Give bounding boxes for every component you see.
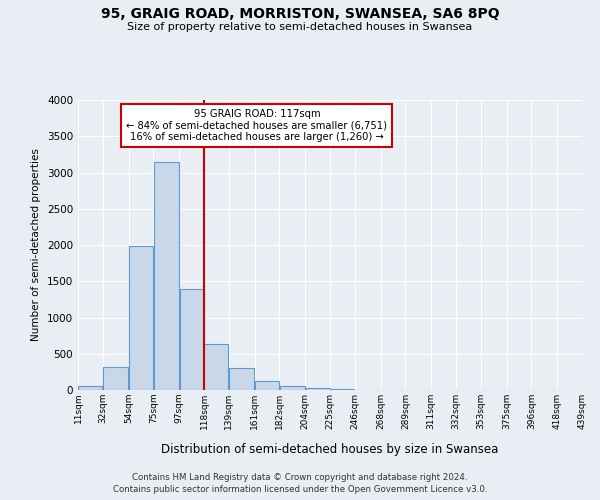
Bar <box>103 367 128 390</box>
Text: 95, GRAIG ROAD, MORRISTON, SWANSEA, SA6 8PQ: 95, GRAIG ROAD, MORRISTON, SWANSEA, SA6 … <box>101 8 499 22</box>
Bar <box>129 246 153 390</box>
Bar <box>280 386 305 390</box>
Text: Distribution of semi-detached houses by size in Swansea: Distribution of semi-detached houses by … <box>161 442 499 456</box>
Bar <box>204 344 229 390</box>
Y-axis label: Number of semi-detached properties: Number of semi-detached properties <box>31 148 41 342</box>
Bar <box>305 388 330 390</box>
Bar <box>255 380 279 390</box>
Text: Contains HM Land Registry data © Crown copyright and database right 2024.: Contains HM Land Registry data © Crown c… <box>132 472 468 482</box>
Bar <box>179 289 204 390</box>
Bar <box>154 162 179 390</box>
Bar <box>78 386 103 390</box>
Text: 95 GRAIG ROAD: 117sqm
← 84% of semi-detached houses are smaller (6,751)
16% of s: 95 GRAIG ROAD: 117sqm ← 84% of semi-deta… <box>127 108 388 142</box>
Text: Size of property relative to semi-detached houses in Swansea: Size of property relative to semi-detach… <box>127 22 473 32</box>
Bar <box>229 368 254 390</box>
Text: Contains public sector information licensed under the Open Government Licence v3: Contains public sector information licen… <box>113 485 487 494</box>
